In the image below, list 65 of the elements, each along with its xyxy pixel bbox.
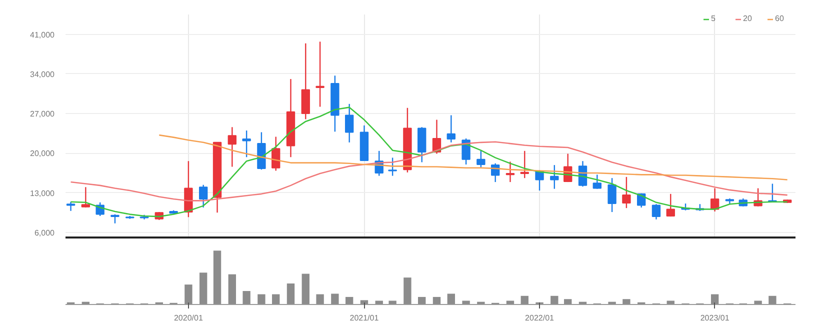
- legend-label: 20: [743, 14, 753, 23]
- y-tick-label: 20,000: [30, 149, 56, 158]
- candlestick: [418, 126, 426, 163]
- candlestick: [446, 114, 456, 144]
- legend-label: 60: [775, 14, 785, 23]
- x-tick-label: 2022/01: [525, 314, 555, 322]
- bar: [375, 300, 383, 304]
- candlestick: [388, 157, 397, 176]
- bar: [432, 296, 441, 304]
- bar: [302, 274, 310, 304]
- candlestick: [520, 150, 529, 179]
- y-tick-label: 27,000: [30, 110, 56, 119]
- bar: [622, 299, 630, 304]
- bar: [345, 296, 354, 304]
- bar: [447, 294, 455, 304]
- candlestick: [228, 126, 236, 168]
- y-tick-label: 34,000: [30, 70, 56, 79]
- candlestick: [462, 138, 470, 166]
- candlestick: [608, 177, 616, 213]
- candlestick: [301, 42, 310, 120]
- bar: [564, 299, 572, 304]
- y-tick-label: 13,000: [30, 188, 56, 198]
- y-tick-label: 41,000: [30, 30, 56, 40]
- bar: [331, 294, 339, 304]
- candlestick: [344, 103, 354, 144]
- candlestick: [316, 41, 324, 108]
- bar: [213, 250, 222, 304]
- y-tick-label: 6,000: [34, 228, 56, 238]
- candlestick: [550, 164, 559, 190]
- bar: [462, 300, 470, 304]
- bar: [666, 300, 674, 304]
- bar: [316, 294, 324, 304]
- x-tick-label: 2023/01: [700, 314, 730, 322]
- bar: [184, 284, 192, 304]
- bar: [258, 294, 266, 304]
- candlestick: [506, 161, 515, 183]
- bar: [768, 296, 776, 304]
- legend-label: 5: [711, 14, 716, 23]
- bar: [242, 291, 250, 304]
- candlestick: [184, 160, 193, 218]
- candlestick: [242, 130, 251, 158]
- x-tick-label: 2020/01: [174, 314, 204, 322]
- bar: [388, 300, 396, 304]
- candlestick: [476, 150, 486, 168]
- line-series: [70, 106, 788, 218]
- candlestick: [198, 184, 208, 208]
- bar: [228, 274, 236, 304]
- bar: [550, 296, 558, 304]
- candlestick: [272, 136, 280, 172]
- bar: [404, 278, 412, 304]
- bar: [520, 296, 528, 304]
- candlestick: [81, 186, 90, 208]
- bar: [286, 283, 295, 304]
- candlestick: [66, 201, 76, 212]
- x-tick-label: 2021/01: [350, 314, 380, 322]
- candlestick: [592, 174, 602, 190]
- bar: [506, 300, 514, 304]
- candlestick: [666, 193, 675, 218]
- bar: [418, 296, 426, 304]
- bar: [272, 294, 280, 304]
- candlestick: [110, 214, 120, 224]
- bar: [754, 300, 762, 304]
- candlestick: [622, 176, 631, 209]
- bar: [199, 272, 208, 304]
- candlestick: [652, 204, 661, 220]
